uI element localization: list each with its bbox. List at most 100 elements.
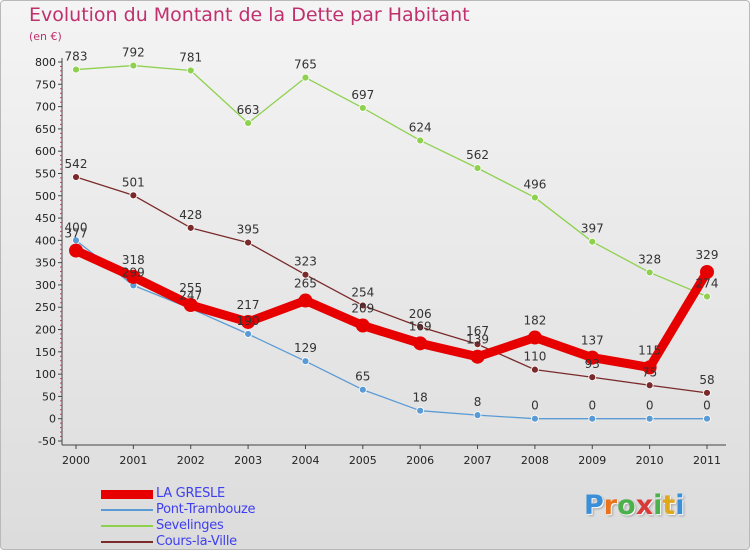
series-line-la-gresle [71, 246, 712, 372]
y-tick-label: 800 [35, 56, 56, 69]
data-label-la-gresle: 137 [581, 334, 604, 348]
y-tick-label: 650 [35, 123, 56, 136]
x-tick-label: 2006 [406, 454, 434, 467]
data-point-cours-la-ville [588, 373, 597, 382]
data-point-la-gresle [642, 360, 657, 375]
y-tick-label: 450 [35, 212, 56, 225]
legend-swatch [101, 541, 153, 543]
data-label-cours-la-ville: 206 [409, 307, 432, 321]
x-tick-label: 2008 [521, 454, 549, 467]
data-point-cours-la-ville [473, 340, 482, 349]
data-point-sevelinges [301, 73, 310, 82]
logo-letter: i [675, 490, 685, 521]
x-tick-label: 2000 [62, 454, 90, 467]
data-label-pont-trambouze: 0 [588, 399, 596, 413]
data-point-cours-la-ville [416, 322, 425, 331]
data-label-pont-trambouze: 400 [65, 220, 88, 234]
y-tick-label: 500 [35, 190, 56, 203]
data-point-la-gresle [413, 336, 428, 351]
proxiti-logo: Proxiti [584, 490, 685, 521]
data-point-cours-la-ville [301, 270, 310, 279]
data-label-cours-la-ville: 58 [699, 373, 714, 387]
data-point-pont-trambouze [531, 414, 539, 423]
data-labels-layer: 783 792 781 663 765 697 624 562 496 397 328 274 542 5… [65, 46, 719, 413]
data-point-sevelinges [703, 292, 711, 301]
data-label-pont-trambouze: 8 [474, 395, 482, 409]
chart-unit: (en €) [29, 30, 62, 43]
x-tick-label: 2001 [119, 454, 147, 467]
legend-label: Sevelinges [156, 518, 224, 533]
data-label-sevelinges: 274 [696, 277, 719, 291]
data-label-pont-trambouze: 18 [413, 391, 428, 405]
data-point-la-gresle [69, 243, 83, 258]
y-tick-label: -50 [38, 435, 56, 448]
x-tick-label: 2009 [578, 454, 606, 467]
data-label-pont-trambouze: 0 [531, 399, 539, 413]
y-tick-label: 350 [35, 257, 56, 270]
data-label-sevelinges: 663 [237, 103, 260, 117]
data-point-pont-trambouze [416, 406, 425, 415]
data-label-pont-trambouze: 0 [646, 399, 654, 413]
data-point-pont-trambouze [358, 385, 367, 394]
series-line-cours-la-ville [75, 176, 708, 394]
legend-swatch [101, 509, 153, 511]
legend-swatch [101, 490, 153, 499]
data-point-sevelinges [588, 237, 597, 246]
x-tick-label: 2007 [464, 454, 492, 467]
data-label-cours-la-ville: 428 [179, 208, 202, 222]
legend-label: Cours-la-Ville [156, 534, 237, 549]
x-tick-label: 2004 [291, 454, 319, 467]
data-label-pont-trambouze: 0 [703, 399, 711, 413]
data-point-cours-la-ville [645, 381, 654, 390]
logo-letter: o [617, 490, 636, 521]
data-point-la-gresle [241, 314, 256, 329]
logo-letter: P [584, 490, 604, 521]
y-tick-label: 550 [35, 167, 56, 180]
data-label-cours-la-ville: 167 [466, 324, 489, 338]
x-tick-label: 2010 [636, 454, 664, 467]
logo-letter: x [635, 490, 654, 521]
data-point-sevelinges [244, 119, 252, 127]
data-point-sevelinges [645, 268, 654, 277]
data-point-pont-trambouze [473, 411, 482, 420]
x-tick-label: 2003 [234, 454, 262, 467]
data-label-la-gresle: 265 [294, 277, 317, 291]
data-label-cours-la-ville: 254 [351, 285, 374, 299]
data-label-cours-la-ville: 93 [585, 357, 600, 371]
y-tick-label: 150 [35, 346, 56, 359]
data-point-pont-trambouze [703, 414, 711, 423]
data-label-la-gresle: 209 [351, 302, 374, 316]
y-tick-label: 50 [42, 390, 56, 403]
data-label-la-gresle: 217 [237, 298, 260, 312]
series-line-pont-trambouze [75, 239, 708, 420]
data-point-la-gresle [527, 330, 542, 345]
data-label-sevelinges: 562 [466, 148, 489, 162]
series-line-sevelinges [75, 64, 708, 298]
data-point-cours-la-ville [129, 191, 138, 200]
data-label-la-gresle: 139 [466, 333, 489, 347]
data-point-cours-la-ville [531, 365, 539, 374]
legend-label: Pont-Trambouze [156, 502, 256, 517]
data-label-sevelinges: 792 [122, 46, 145, 60]
data-label-pont-trambouze: 247 [179, 289, 202, 303]
data-label-cours-la-ville: 395 [237, 223, 260, 237]
axes: -500501001502002503003504004505005506006… [35, 56, 726, 467]
data-point-sevelinges [72, 65, 80, 74]
data-label-sevelinges: 624 [409, 120, 432, 134]
data-label-sevelinges: 496 [523, 178, 546, 192]
x-tick-label: 2011 [693, 454, 721, 467]
data-label-sevelinges: 781 [179, 50, 202, 64]
data-point-cours-la-ville [358, 301, 367, 310]
data-label-la-gresle: 329 [696, 248, 719, 262]
data-label-sevelinges: 697 [351, 88, 374, 102]
data-point-la-gresle [470, 349, 485, 364]
data-label-la-gresle: 182 [523, 314, 546, 328]
data-label-cours-la-ville: 542 [65, 157, 88, 171]
legend-label: LA GRESLE [156, 486, 225, 501]
data-point-la-gresle [585, 350, 600, 365]
data-label-sevelinges: 328 [638, 252, 661, 266]
y-tick-label: 0 [49, 413, 56, 426]
data-point-pont-trambouze [645, 414, 654, 423]
y-tick-label: 300 [35, 279, 56, 292]
